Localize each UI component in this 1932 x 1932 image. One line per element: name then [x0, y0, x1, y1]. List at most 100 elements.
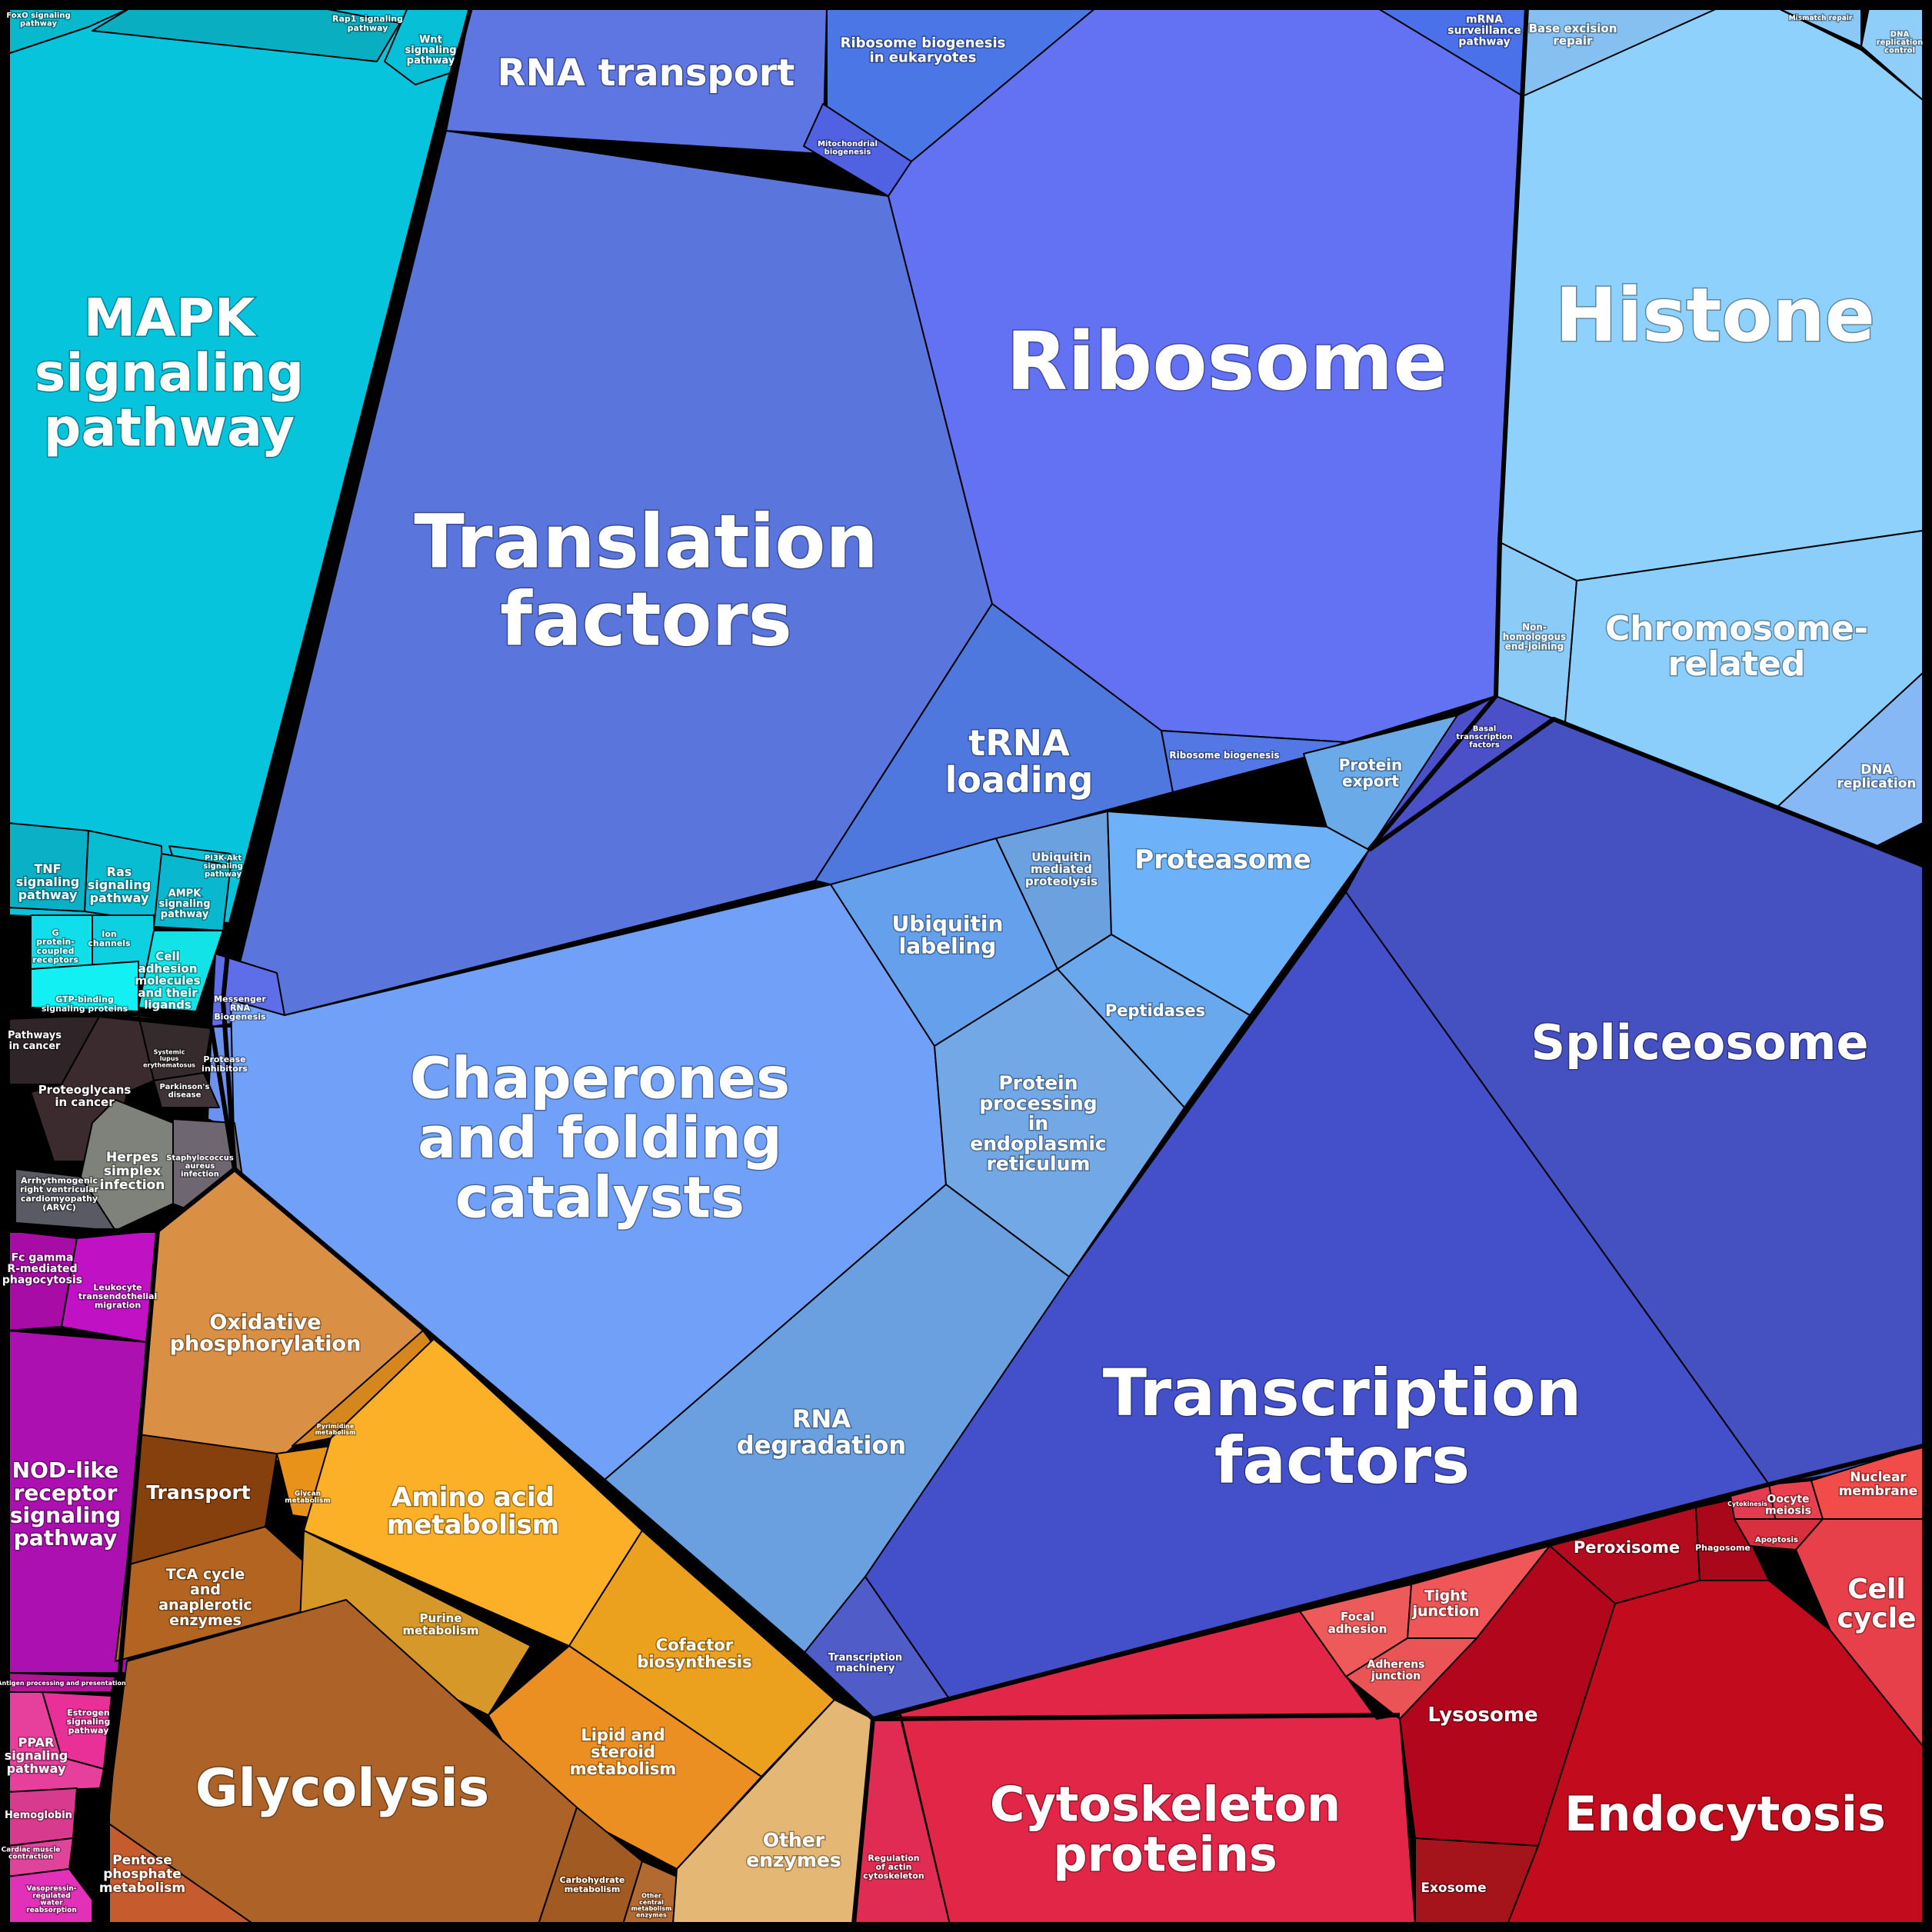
label-glycan-metabolism: Glycan metabolism [285, 1490, 330, 1504]
label-protein-processing-in-endoplasmic-reticulum: Protein processing in endoplasmic reticulum [970, 1071, 1106, 1174]
label-protein-export: Protein export [1339, 756, 1402, 791]
label-cell-adhesion-molecules-and-their-ligands: Cell adhesion molecules and their ligands [135, 950, 200, 1012]
label-mrna-surveillance-pathway: mRNA surveillance pathway [1447, 13, 1521, 48]
label-protease-inhibitors: Protease inhibitors [202, 1054, 248, 1074]
label-ribosome-biogenesis-in-eukaryotes: Ribosome biogenesis in eukaryotes [841, 35, 1006, 65]
label-other-central-metabolism-enzymes: Other central metabolism enzymes [631, 1892, 672, 1918]
label-mitochondrial-biogenesis: Mitochondrial biogenesis [818, 139, 878, 156]
label-proteoglycans-in-cancer: Proteoglycans in cancer [38, 1083, 132, 1109]
label-transcription-factors: Transcription factors [1103, 1355, 1582, 1498]
label-ppar-signaling-pathway: PPAR signaling pathway [5, 1735, 68, 1776]
label-phagosome: Phagosome [1695, 1543, 1750, 1553]
label-non-homologous-end-joining: Non-homologous end-joining [1503, 621, 1566, 651]
label-oxidative-phosphorylation: Oxidative phosphorylation [170, 1310, 361, 1355]
label-ampk-signaling-pathway: AMPK signaling pathway [159, 888, 211, 920]
label-proteasome: Proteasome [1134, 844, 1311, 875]
label-wnt-signaling-pathway: Wnt signaling pathway [405, 34, 457, 66]
label-purine-metabolism: Purine metabolism [403, 1611, 479, 1637]
label-herpes-simplex-infection: Herpes simplex infection [100, 1150, 165, 1193]
cell-parkinson-s-disease [153, 1072, 220, 1108]
labels-layer: MAPK signaling pathway FoxO signaling pathwa… [0, 10, 1924, 1920]
group-borders [5, 5, 1927, 1927]
label-ubiquitin-mediated-proteolysis: Ubiquitin mediated proteolysis [1025, 850, 1098, 888]
label-transport: Transport [146, 1481, 251, 1504]
label-messenger-rna-biogenesis: Messenger RNA Biogenesis [214, 994, 266, 1021]
group-border [1367, 7, 1529, 851]
label-hemoglobin: Hemoglobin [5, 1810, 72, 1821]
group-border [1367, 717, 1924, 868]
label-other-enzymes: Other enzymes [746, 1828, 841, 1870]
label-antigen-processing-and-presentation: Antigen processing and presentation [0, 1680, 126, 1687]
cell-gtp-binding-signaling-proteins [30, 961, 139, 1012]
label-rna-degradation: RNA degradation [737, 1404, 906, 1460]
label-ribosome-biogenesis: Ribosome biogenesis [1169, 750, 1279, 761]
label-vasopressin-regulated-water-reabsorption: Vasopressin-regulated water reabsorption [26, 1885, 77, 1914]
label-pathways-in-cancer: Pathways in cancer [8, 1030, 62, 1052]
label-amino-acid-metabolism: Amino acid metabolism [387, 1482, 559, 1541]
label-transcription-machinery: Transcription machinery [828, 1652, 902, 1674]
label-basal-transcription-factors: Basal transcription factors [1456, 724, 1512, 749]
label-dna-replication: DNA replication [1837, 762, 1916, 791]
label-carbohydrate-metabolism: Carbohydrate metabolism [560, 1875, 625, 1894]
label-endocytosis: Endocytosis [1564, 1786, 1886, 1842]
label-oocyte-meiosis: Oocyte meiosis [1765, 1494, 1811, 1517]
label-mapk-signaling-pathway: MAPK signaling pathway [35, 288, 304, 458]
label-ion-channels: Ion channels [88, 929, 131, 948]
label-parkinson-s-disease: Parkinson's disease [160, 1082, 210, 1099]
label-rna-transport: RNA transport [498, 52, 795, 95]
label-adherens-junction: Adherens junction [1367, 1659, 1424, 1683]
label-focal-adhesion: Focal adhesion [1328, 1610, 1387, 1636]
label-base-excision-repair: Base excision repair [1529, 22, 1617, 48]
label-peptidases: Peptidases [1105, 1001, 1205, 1020]
label-ribosome: Ribosome [1006, 315, 1447, 408]
group-border [872, 1444, 1924, 1721]
label-lysosome: Lysosome [1427, 1704, 1537, 1727]
label-apoptosis: Apoptosis [1755, 1536, 1798, 1544]
label-foxo-signaling-pathway: FoxO signaling pathway [6, 11, 70, 28]
group-border [851, 1718, 875, 1925]
label-tca-cycle-and-anaplerotic-enzymes: TCA cycle and anaplerotic enzymes [158, 1566, 251, 1629]
label-pentose-phosphate-metabolism: Pentose phosphate metabolism [99, 1853, 185, 1896]
group-border [8, 1013, 237, 1170]
label-chaperones-and-folding-catalysts: Chaperones and folding catalysts [410, 1045, 790, 1231]
label-staphylococcus-aureus-infection: Staphylococcus aureus infection [166, 1154, 234, 1178]
label-lipid-and-steroid-metabolism: Lipid and steroid metabolism [570, 1726, 677, 1778]
label-ras-signaling-pathway: Ras signaling pathway [88, 864, 151, 905]
label-tight-junction: Tight junction [1411, 1587, 1479, 1620]
label-peroxisome: Peroxisome [1574, 1538, 1680, 1557]
label-mismatch-repair: Mismatch repair [1789, 15, 1853, 22]
label-dna-replication-control: DNA replication control [1877, 30, 1924, 55]
label-fc-gamma-r-mediated-phagocytosis: Fc gamma R-mediated phagocytosis [2, 1251, 82, 1286]
label-trna-loading: tRNA loading [945, 722, 1094, 801]
cell-ribosome-biogenesis [1161, 730, 1347, 793]
label-ubiquitin-labeling: Ubiquitin labeling [892, 911, 1004, 958]
label-translation-factors: Translation factors [414, 499, 878, 663]
label-arrhythmogenic-right-ventricular-cardiomyopathy-arvc: Arrhythmogenic right ventricular cardiomyo… [20, 1175, 98, 1212]
label-gtp-binding-signaling-proteins: GTP-binding signaling proteins [42, 994, 128, 1014]
label-spliceosome: Spliceosome [1531, 1014, 1868, 1071]
label-exosome: Exosome [1421, 1880, 1486, 1896]
label-pyrimidine-metabolism: Pyrimidine metabolism [315, 1422, 356, 1435]
label-regulation-of-actin-cytoskeleton: Regulation of actin cytoskeleton [863, 1853, 924, 1880]
label-pi3k-akt-signaling-pathway: PI3K-Akt signaling pathway [203, 854, 243, 878]
group-border [105, 1230, 160, 1924]
label-nuclear-membrane: Nuclear membrane [1839, 1470, 1918, 1499]
label-cell-cycle: Cell cycle [1837, 1574, 1917, 1634]
label-leukocyte-transendothelial-migration: Leukocyte transendothelial migration [78, 1282, 158, 1310]
label-nod-like-receptor-signaling-pathway: NOD-like receptor signaling pathway [10, 1457, 121, 1550]
label-systemic-lupus-erythematosus: Systemic lupus erythematosus [143, 1048, 195, 1068]
label-glycolysis: Glycolysis [195, 1758, 489, 1819]
label-chromosome-related: Chromosome-related [1605, 608, 1868, 683]
label-estrogen-signaling-pathway: Estrogen signaling pathway [67, 1707, 111, 1735]
label-rap1-signaling-pathway: Rap1 signaling pathway [332, 14, 403, 33]
group-border [221, 7, 1401, 1721]
label-cofactor-biosynthesis: Cofactor biosynthesis [637, 1636, 751, 1671]
label-tnf-signaling-pathway: TNF signaling pathway [16, 861, 79, 902]
cell-protein-processing-in-endoplasmic-reticulum [934, 968, 1185, 1277]
label-histone: Histone [1555, 272, 1875, 358]
group-border [5, 5, 1927, 1927]
label-cytokinesis: Cytokinesis [1727, 1501, 1767, 1507]
label-cytoskeleton-proteins: Cytoskeleton proteins [990, 1776, 1341, 1882]
